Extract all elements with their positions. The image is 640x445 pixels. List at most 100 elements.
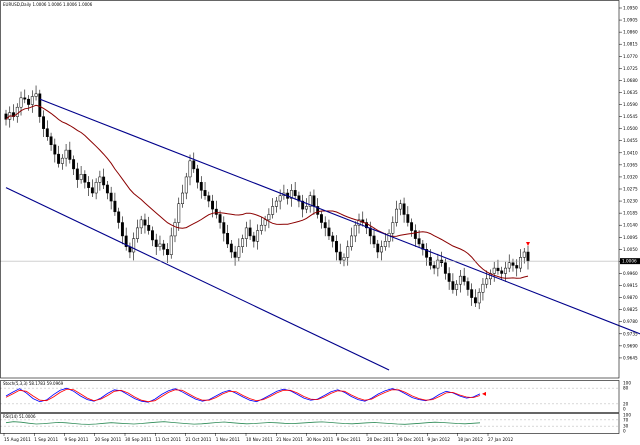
candle-body — [316, 206, 320, 215]
main-price-pane: 1.0950 1.0905 1.0860 1.0815 1.0770 1.0725 1.06… — [0, 6, 640, 371]
candle-body — [184, 176, 188, 194]
price-tick-label: 1.0680 — [623, 78, 638, 83]
candle-body — [139, 219, 143, 229]
candle-body — [278, 195, 282, 202]
price-tick-label: 1.0050 — [623, 247, 638, 252]
candle-body — [105, 184, 109, 194]
candle-body — [102, 176, 106, 186]
candle-body — [256, 230, 260, 242]
candle-body — [173, 222, 177, 237]
candle-body — [410, 222, 414, 231]
candle-body — [124, 235, 128, 247]
candle-body — [308, 195, 312, 207]
candle-body — [263, 219, 267, 226]
candle-body — [94, 182, 98, 194]
candle-body — [507, 262, 511, 269]
candle-body — [241, 238, 245, 247]
price-tick-label: 1.0410 — [623, 150, 638, 155]
price-tick-label: 1.0500 — [623, 126, 638, 131]
candle-body — [30, 96, 34, 105]
candle-body — [147, 224, 151, 231]
rsi-axis-label: 100 — [623, 413, 631, 418]
time-tick-label: 18 Jan 2012 — [458, 437, 483, 442]
main-info-label: EURUSD,Daily 1.0006 1.0006 1.0006 1.0006 — [3, 2, 93, 7]
price-tick-label: 1.0815 — [623, 42, 638, 47]
candle-body — [229, 243, 233, 253]
time-tick-label: 10 Nov 2011 — [246, 437, 273, 442]
candle-body — [203, 190, 207, 196]
candle-body — [331, 235, 335, 242]
candle-body — [526, 251, 530, 262]
time-tick-label: 27 Jan 2012 — [488, 437, 513, 442]
price-tick-label: 1.0230 — [623, 199, 638, 204]
stoch-signal-line — [5, 388, 481, 403]
candle-body — [380, 246, 383, 253]
candle-body — [27, 98, 30, 105]
moving-average-line — [5, 104, 529, 279]
price-tick-label: 1.0095 — [623, 235, 638, 240]
candle-body — [504, 267, 507, 274]
candle-body — [207, 195, 211, 202]
candle-body — [60, 157, 64, 164]
candle-body — [398, 203, 402, 210]
time-axis: 15 Aug 2011 1 Sep 2011 9 Sep 2011 20 Sep 20… — [3, 433, 513, 442]
candle-body — [226, 232, 230, 245]
rsi-line — [5, 421, 481, 425]
stoch-main-line — [5, 387, 481, 403]
candle-body — [346, 246, 350, 258]
candle-body — [166, 249, 169, 255]
candle-body — [320, 214, 323, 223]
candle-body — [158, 243, 162, 247]
candle-body — [365, 222, 368, 229]
candle-body — [214, 208, 218, 215]
time-tick-label: 9 Sep 2011 — [65, 437, 89, 442]
channel-lower-line — [5, 187, 390, 371]
stoch-axis-label: 0 — [623, 407, 626, 412]
candle-body — [23, 97, 27, 100]
last-bar-arrow-icon — [526, 242, 530, 247]
candle-body — [188, 160, 192, 178]
price-tick-label: 1.0725 — [623, 66, 638, 71]
price-tick-label: 1.0185 — [623, 211, 638, 216]
stoch-axis-label: 20 — [623, 401, 629, 406]
time-tick-label: 30 Sep 2011 — [125, 437, 152, 442]
price-tick-label: 1.0860 — [623, 30, 638, 35]
price-tick-label: 0.9690 — [623, 343, 638, 348]
candle-body — [462, 275, 466, 282]
time-tick-label: 9 Jan 2012 — [428, 437, 451, 442]
candle-body — [376, 243, 380, 253]
candle-body — [181, 192, 184, 204]
candle-body — [218, 214, 222, 223]
candle-body — [162, 243, 166, 250]
price-tick-label: 1.0635 — [623, 90, 638, 95]
price-tick-label: 0.9870 — [623, 295, 638, 300]
candle-body — [90, 187, 94, 194]
candle-body — [470, 289, 474, 298]
candle-body — [511, 262, 515, 266]
candle-body — [473, 297, 477, 304]
candle-body — [451, 281, 455, 290]
time-tick-label: 21 Nov 2011 — [276, 437, 303, 442]
price-tick-label: 1.0545 — [623, 114, 638, 119]
time-tick-label: 1 Sep 2011 — [34, 437, 58, 442]
candle-body — [222, 222, 226, 234]
candle-body — [387, 232, 391, 242]
candle-body — [481, 283, 485, 293]
rsi-pane-border — [0, 413, 620, 434]
candle-body — [53, 144, 57, 155]
candle-body — [72, 159, 76, 170]
price-tick-label: 0.9780 — [623, 319, 638, 324]
stoch-axis-label: 80 — [623, 386, 629, 391]
candle-body — [113, 200, 117, 213]
price-tick-label: 1.0140 — [623, 223, 638, 228]
candle-body — [64, 149, 68, 159]
candle-body — [485, 278, 489, 285]
candle-body — [293, 190, 297, 196]
time-tick-label: 11 Oct 2011 — [155, 437, 181, 442]
candle-body — [395, 208, 399, 223]
candle-body — [233, 251, 237, 258]
candle-body — [244, 227, 248, 239]
candle-body — [436, 259, 440, 269]
time-tick-label: 20 Dec 2011 — [367, 437, 394, 442]
